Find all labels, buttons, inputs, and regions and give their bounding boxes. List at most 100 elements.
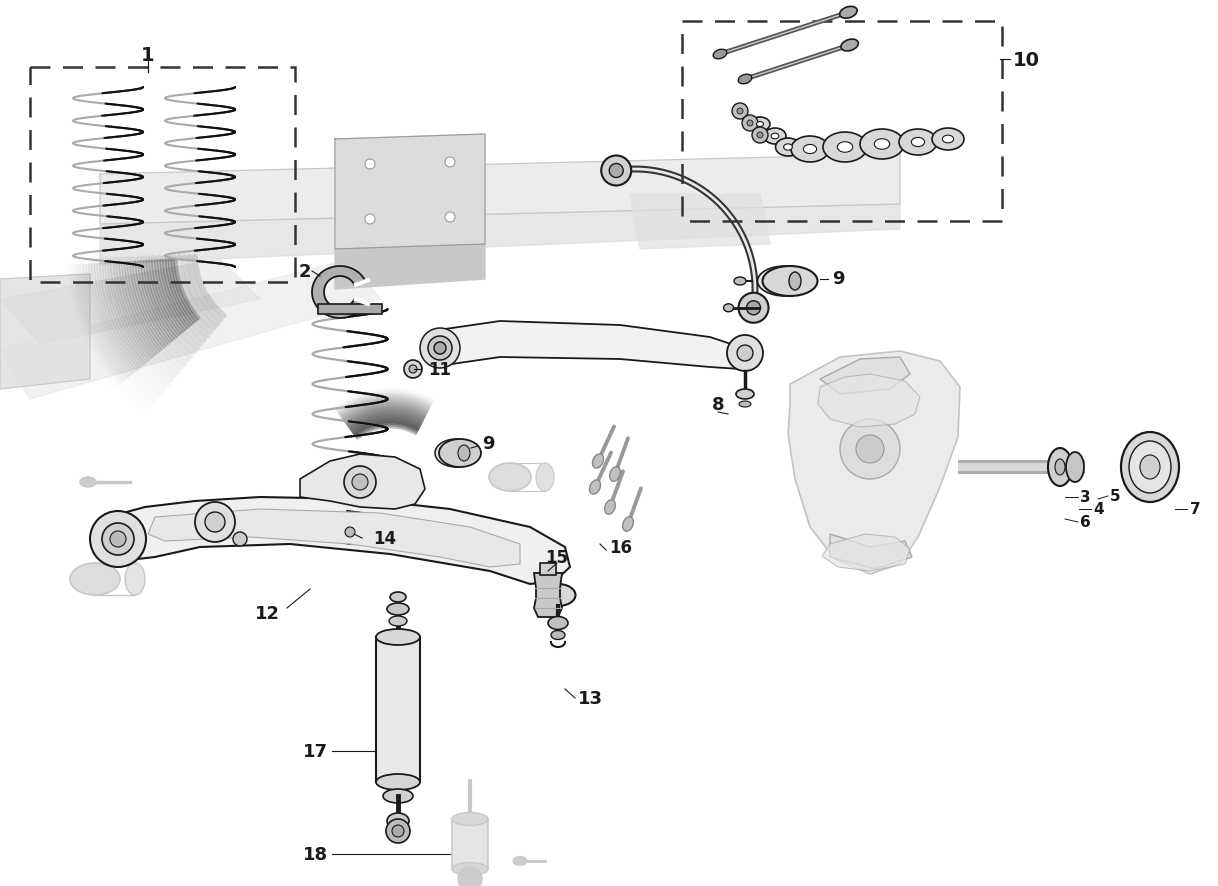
Bar xyxy=(452,819,488,869)
Circle shape xyxy=(609,164,624,178)
Circle shape xyxy=(737,346,753,361)
Ellipse shape xyxy=(756,122,764,128)
Ellipse shape xyxy=(452,812,488,826)
Ellipse shape xyxy=(932,128,963,151)
Ellipse shape xyxy=(1121,432,1179,502)
Ellipse shape xyxy=(1066,453,1084,483)
Polygon shape xyxy=(100,205,900,265)
Ellipse shape xyxy=(823,133,867,163)
Polygon shape xyxy=(100,155,900,225)
Ellipse shape xyxy=(840,40,859,52)
Ellipse shape xyxy=(839,7,857,19)
Ellipse shape xyxy=(513,857,527,866)
Ellipse shape xyxy=(390,593,406,602)
Polygon shape xyxy=(300,455,425,509)
Text: 2: 2 xyxy=(298,263,312,281)
Text: 11: 11 xyxy=(428,361,451,378)
Circle shape xyxy=(420,329,460,369)
Bar xyxy=(682,22,1002,222)
Circle shape xyxy=(742,116,758,132)
Ellipse shape xyxy=(714,51,727,59)
Polygon shape xyxy=(149,509,520,567)
Polygon shape xyxy=(430,322,750,369)
Ellipse shape xyxy=(771,134,778,140)
Circle shape xyxy=(343,466,376,499)
Ellipse shape xyxy=(750,118,770,132)
Ellipse shape xyxy=(837,143,853,153)
Text: 14: 14 xyxy=(373,530,396,548)
Ellipse shape xyxy=(435,439,477,468)
Text: 16: 16 xyxy=(609,539,632,556)
Ellipse shape xyxy=(1140,455,1160,479)
Ellipse shape xyxy=(488,463,531,492)
Circle shape xyxy=(365,159,375,170)
Text: 1: 1 xyxy=(141,45,155,65)
Circle shape xyxy=(856,436,884,463)
Circle shape xyxy=(404,361,421,378)
Circle shape xyxy=(738,293,769,323)
Text: 3: 3 xyxy=(1080,490,1090,505)
Circle shape xyxy=(758,133,762,139)
Circle shape xyxy=(840,420,900,479)
Polygon shape xyxy=(95,497,570,585)
Ellipse shape xyxy=(776,139,800,157)
Ellipse shape xyxy=(389,617,407,626)
Ellipse shape xyxy=(382,471,393,479)
Circle shape xyxy=(352,475,368,491)
Ellipse shape xyxy=(783,144,793,151)
Ellipse shape xyxy=(452,863,488,875)
Ellipse shape xyxy=(943,136,954,144)
Text: 18: 18 xyxy=(303,845,328,863)
Ellipse shape xyxy=(860,130,904,159)
Polygon shape xyxy=(818,375,920,428)
Ellipse shape xyxy=(758,267,812,297)
Polygon shape xyxy=(829,534,912,570)
Ellipse shape xyxy=(382,789,413,803)
Ellipse shape xyxy=(875,140,889,150)
Ellipse shape xyxy=(790,136,829,163)
Circle shape xyxy=(752,128,769,144)
Circle shape xyxy=(110,532,125,548)
Ellipse shape xyxy=(764,128,786,144)
Ellipse shape xyxy=(762,267,817,297)
Ellipse shape xyxy=(548,617,568,630)
Ellipse shape xyxy=(1129,441,1170,494)
Ellipse shape xyxy=(899,130,937,156)
Bar xyxy=(318,305,382,315)
Polygon shape xyxy=(533,573,561,618)
Polygon shape xyxy=(630,195,770,250)
Circle shape xyxy=(365,214,375,225)
Ellipse shape xyxy=(458,446,470,462)
Ellipse shape xyxy=(1047,448,1072,486)
Bar xyxy=(540,563,555,575)
Circle shape xyxy=(727,336,762,371)
Ellipse shape xyxy=(911,138,924,147)
Ellipse shape xyxy=(622,517,633,532)
Ellipse shape xyxy=(376,774,420,790)
Circle shape xyxy=(205,512,225,532)
Text: 6: 6 xyxy=(1080,515,1091,530)
Circle shape xyxy=(602,156,631,186)
Text: 17: 17 xyxy=(303,742,328,760)
Text: 4: 4 xyxy=(1093,502,1104,517)
Ellipse shape xyxy=(738,75,752,85)
Text: 13: 13 xyxy=(579,689,603,707)
Circle shape xyxy=(339,520,362,544)
Ellipse shape xyxy=(438,439,481,468)
Polygon shape xyxy=(820,358,910,394)
Circle shape xyxy=(233,532,247,547)
Polygon shape xyxy=(312,267,365,319)
Ellipse shape xyxy=(723,305,733,313)
Polygon shape xyxy=(822,534,910,571)
Ellipse shape xyxy=(541,585,575,606)
Ellipse shape xyxy=(1055,460,1065,476)
Text: 10: 10 xyxy=(1013,51,1040,69)
Circle shape xyxy=(747,120,753,127)
Circle shape xyxy=(409,366,417,374)
Ellipse shape xyxy=(604,501,615,515)
Polygon shape xyxy=(0,275,90,390)
Ellipse shape xyxy=(551,631,565,640)
Circle shape xyxy=(345,527,354,538)
Bar xyxy=(376,637,420,782)
Ellipse shape xyxy=(734,277,745,285)
